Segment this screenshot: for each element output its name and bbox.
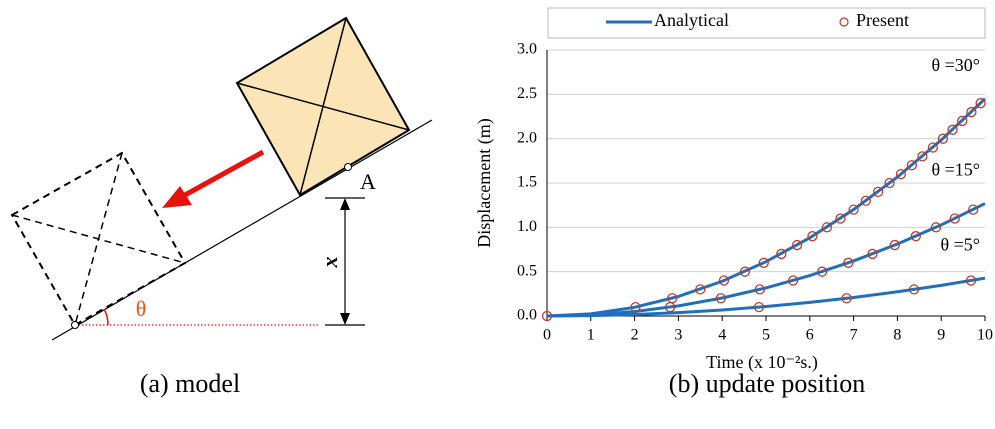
present-point (927, 142, 939, 153)
y-tick-label: 3.0 (517, 41, 537, 58)
analytical-line (546, 97, 987, 318)
x-axis-label: Time (x 10⁻²s.) (706, 352, 818, 373)
y-tick-label: 0.0 (517, 307, 537, 324)
present-point (910, 231, 921, 242)
present-point (739, 266, 751, 277)
x-tick-label: 8 (893, 327, 901, 344)
slope (51, 119, 433, 341)
x-tick-label: 1 (587, 327, 595, 344)
present-point (664, 301, 676, 313)
analytical-line (546, 202, 986, 318)
block-initial (10, 151, 187, 327)
present-point (908, 284, 920, 295)
present-point (776, 248, 787, 260)
y-tick-label: 0.5 (517, 262, 537, 279)
present-point (965, 275, 977, 286)
present-point (867, 248, 878, 260)
present-point (841, 293, 852, 304)
present-point (788, 275, 799, 286)
present-point (695, 284, 706, 295)
legend-label: Present (856, 10, 909, 30)
x-tick-label: 3 (674, 327, 682, 344)
x-tick-label: 4 (718, 327, 726, 344)
arrow-head (162, 186, 192, 208)
arrow-shaft (183, 149, 265, 198)
curve-annotation: θ =30° (932, 55, 980, 75)
x-tick-label: 0 (543, 327, 551, 344)
block-initial-diagonal (74, 152, 123, 326)
present-point (917, 151, 928, 162)
present-point (947, 124, 958, 135)
present-point (541, 310, 553, 322)
origin-point (71, 321, 79, 329)
legend-label: Analytical (654, 10, 729, 30)
point-a (344, 163, 352, 171)
curve-annotation: θ =15° (932, 160, 980, 180)
dimension-arrow (340, 198, 350, 210)
x-tick-label: 6 (806, 327, 814, 344)
analytical-line (546, 276, 986, 318)
present-point (889, 239, 900, 251)
distance-label: x (317, 257, 342, 269)
x-tick-label: 10 (977, 327, 993, 344)
present-point (718, 275, 730, 286)
present-point (966, 106, 977, 118)
x-tick-label: 9 (937, 327, 945, 344)
present-point (872, 186, 884, 198)
present-point (937, 133, 949, 144)
present-point (816, 266, 828, 277)
present-point (630, 301, 641, 313)
present-point (843, 257, 854, 268)
present-point (791, 239, 803, 251)
y-tick-label: 2.0 (517, 129, 537, 146)
present-point (753, 301, 765, 313)
present-point (957, 115, 968, 127)
present-point (758, 257, 769, 268)
present-point (884, 177, 895, 189)
present-point (821, 222, 833, 233)
angle-arc (103, 308, 109, 326)
present-point (860, 195, 872, 206)
curve-annotation: θ =5° (941, 234, 980, 254)
caption: (a) model (140, 369, 240, 398)
y-tick-label: 1.0 (517, 218, 537, 235)
x-tick-label: 5 (762, 327, 770, 344)
present-point (930, 222, 942, 233)
present-point (949, 213, 960, 224)
present-point (906, 160, 918, 171)
y-axis-label: Displacement (m) (474, 118, 495, 247)
present-point (754, 284, 766, 295)
present-point (835, 213, 846, 224)
y-tick-label: 2.5 (517, 85, 537, 102)
present-point (807, 231, 818, 242)
block-diagonal (299, 17, 347, 196)
x-tick-label: 7 (850, 327, 858, 344)
diagram: A x θ (a) model (10, 16, 433, 398)
present-point (715, 293, 727, 304)
present-point (895, 168, 907, 180)
point-label: A (360, 169, 376, 194)
x-tick-label: 2 (631, 327, 639, 344)
caption: (b) update position (669, 369, 865, 398)
dimension-arrow (340, 313, 350, 325)
present-point (848, 204, 859, 215)
legend-marker (839, 17, 849, 27)
present-point (968, 204, 979, 215)
present-point (975, 98, 986, 109)
angle-label: θ (136, 296, 147, 321)
y-tick-label: 1.5 (517, 174, 537, 191)
